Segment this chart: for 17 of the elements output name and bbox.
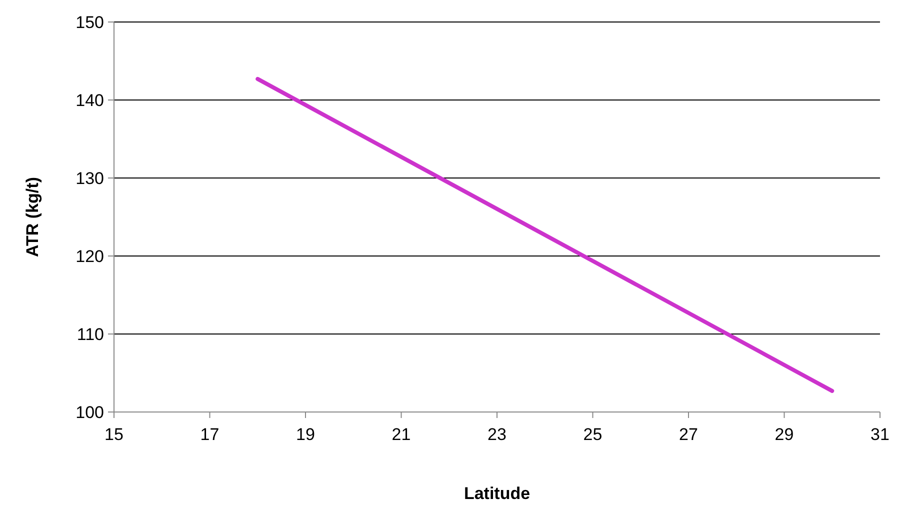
y-tick-label: 130 — [76, 168, 104, 188]
y-tick-label: 140 — [76, 90, 104, 110]
y-tick-label: 150 — [76, 12, 104, 32]
x-tick-label: 19 — [296, 425, 315, 444]
y-tick-label: 100 — [76, 402, 104, 422]
x-tick-label: 27 — [679, 425, 698, 444]
x-tick-label: 17 — [200, 425, 220, 444]
x-tick-label: 15 — [104, 425, 124, 444]
x-axis-title: Latitude — [464, 484, 530, 503]
y-tick-label: 120 — [76, 246, 104, 266]
x-tick-label: 29 — [774, 425, 794, 444]
x-tick-label: 23 — [488, 425, 506, 444]
x-tick-label: 31 — [870, 425, 890, 444]
x-tick-label: 21 — [392, 425, 411, 444]
y-tick-label: 110 — [76, 324, 104, 344]
x-tick-label: 25 — [583, 425, 602, 444]
y-axis-title: ATR (kg/t) — [23, 177, 42, 257]
